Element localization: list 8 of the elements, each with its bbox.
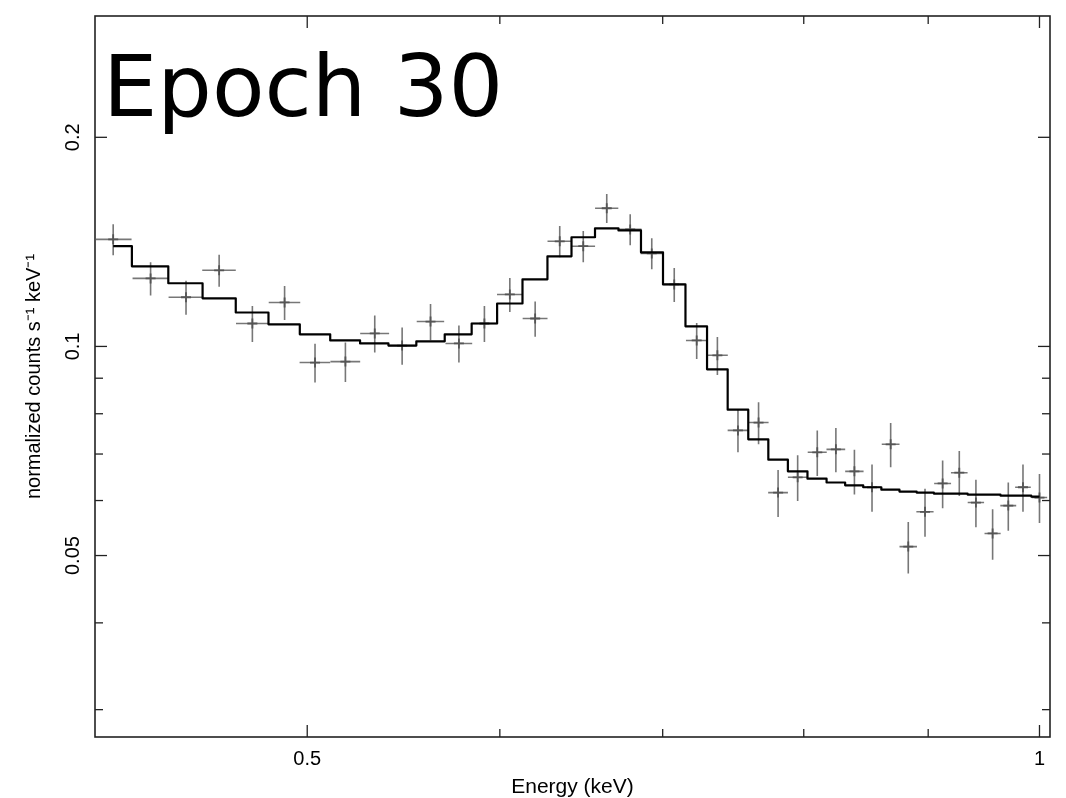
y-tick-label: 0.2: [61, 123, 83, 152]
chart-title: Epoch 30: [103, 36, 504, 136]
x-axis-title: Energy (keV): [511, 774, 634, 797]
x-tick-label: 0.5: [293, 747, 322, 769]
x-tick-label: 1: [1033, 747, 1046, 769]
y-tick-label: 0.05: [61, 536, 83, 576]
y-axis-title: normalized counts s⁻¹ keV⁻¹: [22, 253, 44, 500]
y-tick-label: 0.1: [61, 332, 83, 361]
